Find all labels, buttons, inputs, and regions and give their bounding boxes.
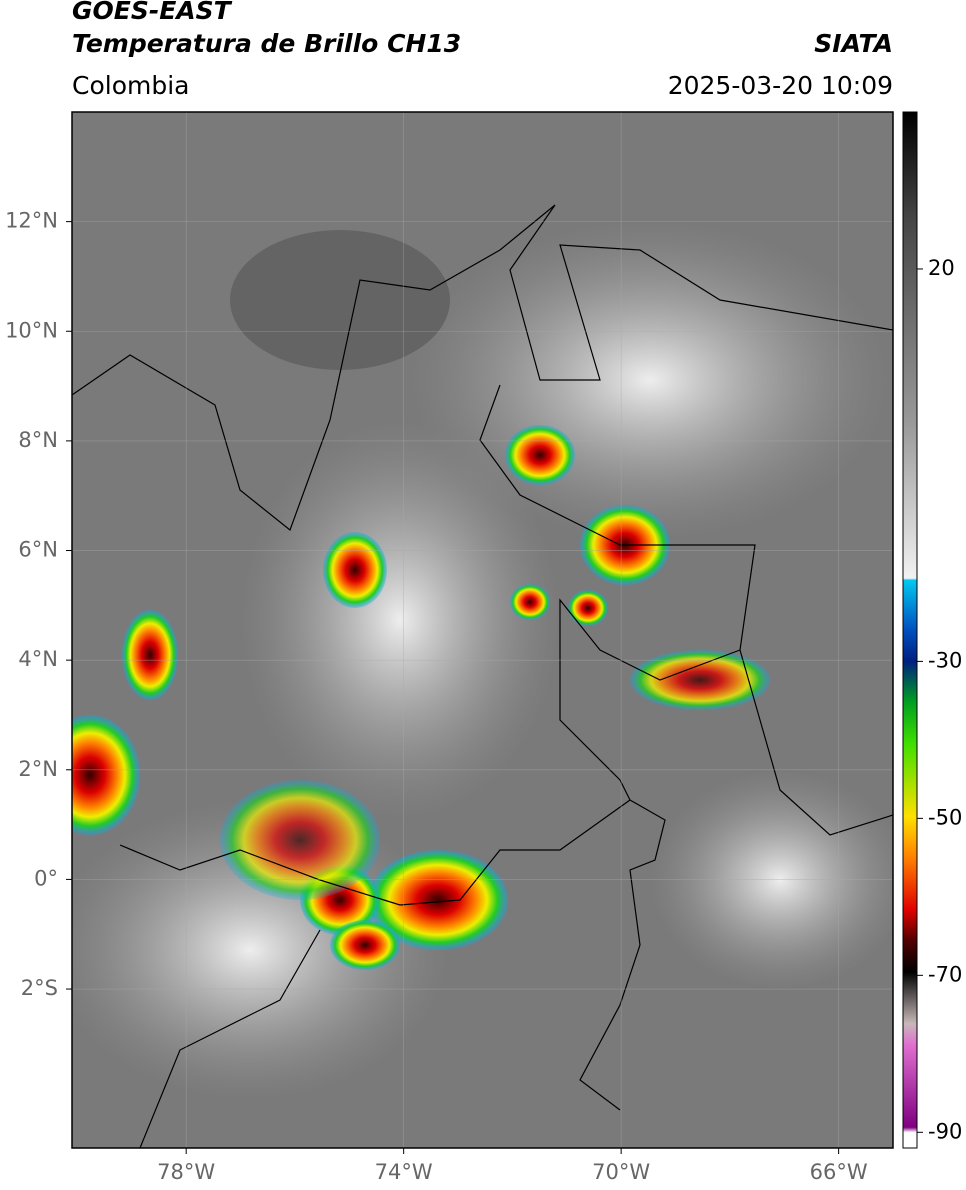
storm — [505, 425, 575, 485]
grid — [72, 112, 893, 1148]
storm — [323, 532, 387, 608]
y-tick-label: 6°N — [18, 538, 58, 562]
plot-frame — [71, 111, 894, 1149]
datetime: 2025-03-20 10:09 — [668, 71, 893, 100]
y-tick-label: 4°N — [18, 647, 58, 671]
colorbar — [902, 111, 918, 1149]
storm — [72, 715, 140, 835]
y-tick-label: 12°N — [5, 209, 58, 233]
colorbar-tick-label: -50 — [928, 805, 962, 829]
storm — [568, 590, 608, 626]
y-tick-label: 8°N — [18, 428, 58, 452]
storm — [122, 610, 178, 700]
colorbar-tick-label: -30 — [928, 648, 962, 672]
x-tick-label: 74°W — [375, 1160, 433, 1184]
storm — [630, 650, 770, 710]
storm — [368, 850, 508, 950]
cloud — [650, 770, 893, 990]
colorbar-tick-label: -90 — [928, 1119, 962, 1143]
colorbar-tick-label: -70 — [928, 962, 962, 986]
title: GOES-EAST — [72, 0, 233, 25]
storm — [220, 780, 380, 900]
cloud — [240, 420, 560, 820]
satellite-image — [72, 112, 893, 1148]
colorbar-tick-label: 20 — [928, 256, 955, 280]
x-tick-label: 78°W — [157, 1160, 215, 1184]
storm — [330, 920, 400, 970]
borders — [72, 204, 893, 1148]
y-tick-label: 2°S — [21, 976, 58, 1000]
subtitle: Temperatura de Brillo CH13 — [72, 29, 461, 58]
storm — [510, 584, 550, 620]
y-tick-label: 2°N — [18, 757, 58, 781]
source: SIATA — [814, 29, 893, 58]
x-tick-label: 66°W — [810, 1160, 868, 1184]
x-tick-label: 70°W — [592, 1160, 650, 1184]
region: Colombia — [72, 71, 189, 100]
y-tick-label: 0° — [34, 866, 58, 890]
y-tick-label: 10°N — [5, 318, 58, 342]
cloud — [230, 230, 450, 370]
